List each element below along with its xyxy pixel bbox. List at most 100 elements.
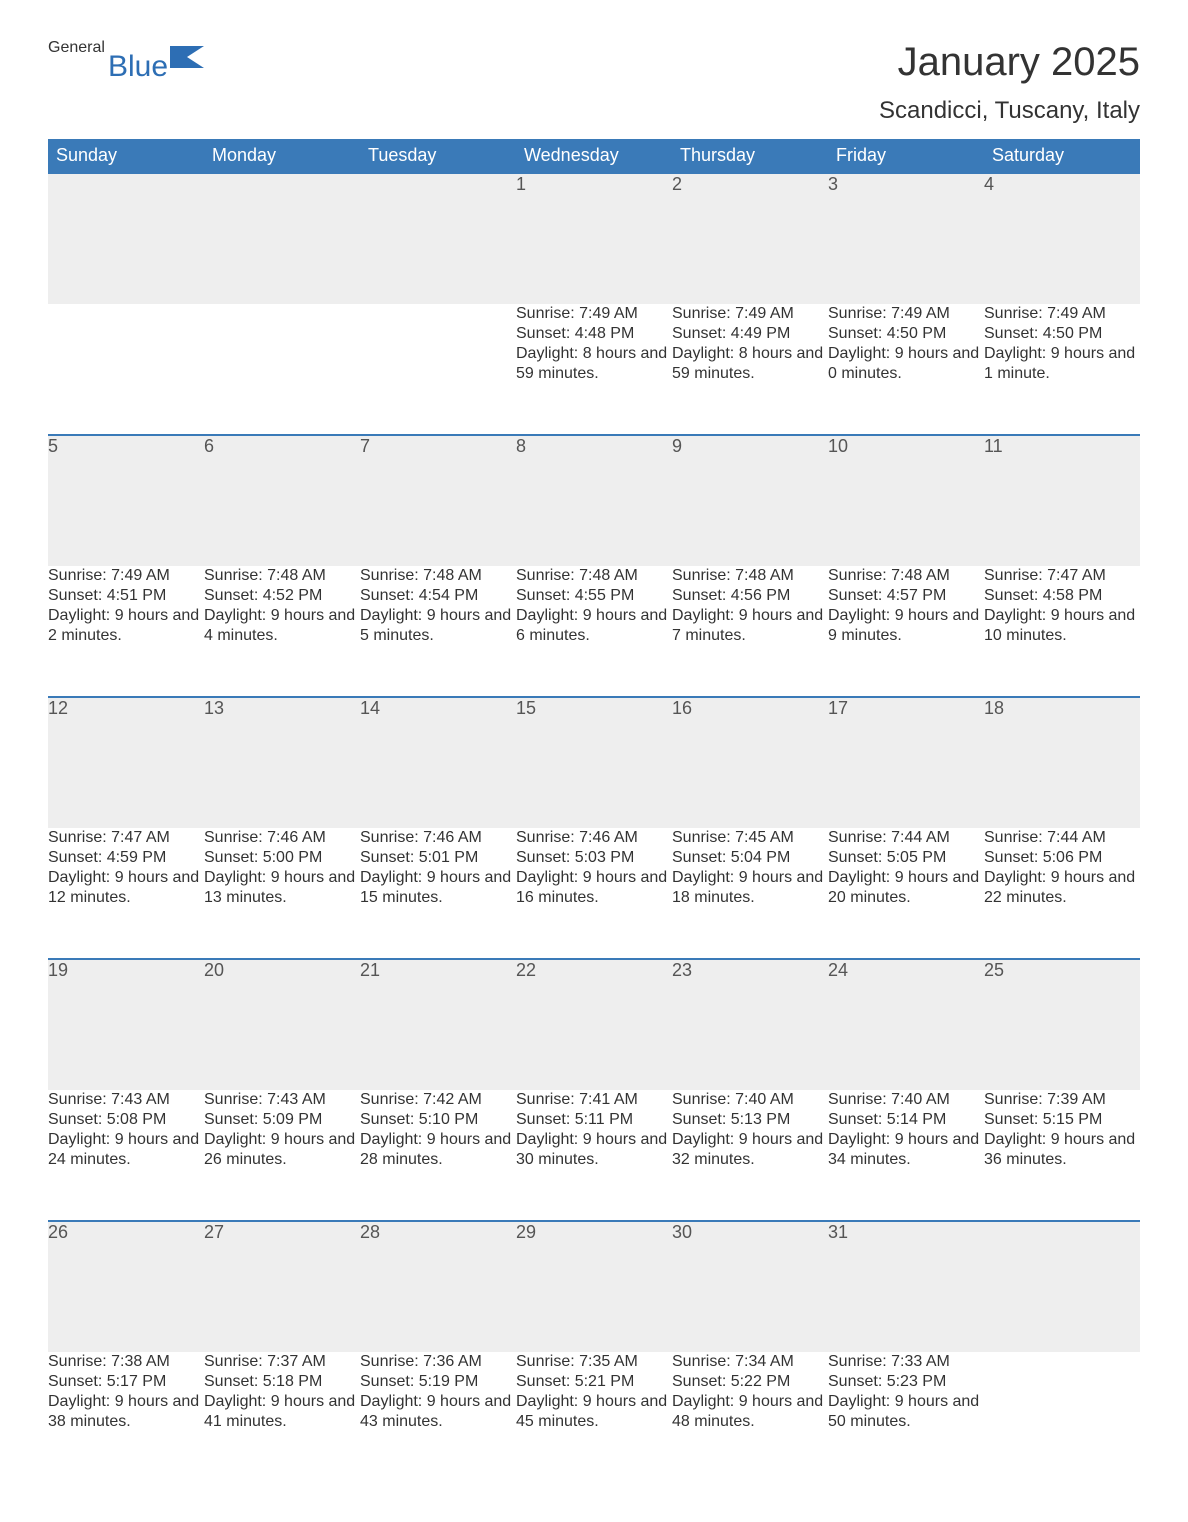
day-cell: Sunrise: 7:47 AMSunset: 4:58 PMDaylight:…	[984, 566, 1140, 697]
day-cell: Sunrise: 7:38 AMSunset: 5:17 PMDaylight:…	[48, 1352, 204, 1482]
logo: General Blue	[48, 40, 204, 82]
day-cell: Sunrise: 7:49 AMSunset: 4:49 PMDaylight:…	[672, 304, 828, 435]
empty-day-cell	[204, 304, 360, 435]
sunset-line: Sunset: 4:50 PM	[828, 324, 984, 344]
day-header: Tuesday	[360, 139, 516, 173]
sunrise-line: Sunrise: 7:48 AM	[516, 566, 672, 586]
sunrise-line: Sunrise: 7:42 AM	[360, 1090, 516, 1110]
day-cell: Sunrise: 7:47 AMSunset: 4:59 PMDaylight:…	[48, 828, 204, 959]
day-number-row: 19202122232425	[48, 959, 1140, 1090]
day-cell: Sunrise: 7:43 AMSunset: 5:09 PMDaylight:…	[204, 1090, 360, 1221]
daylight-line: Daylight: 9 hours and 6 minutes.	[516, 606, 672, 646]
sunrise-line: Sunrise: 7:46 AM	[204, 828, 360, 848]
day-number: 20	[204, 959, 360, 1090]
sunrise-line: Sunrise: 7:40 AM	[828, 1090, 984, 1110]
sunset-line: Sunset: 5:00 PM	[204, 848, 360, 868]
sunrise-line: Sunrise: 7:44 AM	[828, 828, 984, 848]
daylight-line: Daylight: 9 hours and 45 minutes.	[516, 1392, 672, 1432]
day-cell: Sunrise: 7:48 AMSunset: 4:54 PMDaylight:…	[360, 566, 516, 697]
daylight-line: Daylight: 9 hours and 34 minutes.	[828, 1130, 984, 1170]
sunrise-line: Sunrise: 7:46 AM	[516, 828, 672, 848]
daylight-line: Daylight: 9 hours and 4 minutes.	[204, 606, 360, 646]
sunset-line: Sunset: 5:11 PM	[516, 1110, 672, 1130]
sunrise-line: Sunrise: 7:36 AM	[360, 1352, 516, 1372]
flag-icon	[170, 46, 204, 68]
day-cell: Sunrise: 7:49 AMSunset: 4:51 PMDaylight:…	[48, 566, 204, 697]
daylight-line: Daylight: 9 hours and 26 minutes.	[204, 1130, 360, 1170]
day-header: Saturday	[984, 139, 1140, 173]
daylight-line: Daylight: 9 hours and 30 minutes.	[516, 1130, 672, 1170]
day-number-row: 567891011	[48, 435, 1140, 566]
sunset-line: Sunset: 5:04 PM	[672, 848, 828, 868]
day-number: 18	[984, 697, 1140, 828]
empty-day-cell	[48, 304, 204, 435]
sunrise-line: Sunrise: 7:49 AM	[516, 304, 672, 324]
daylight-line: Daylight: 9 hours and 12 minutes.	[48, 868, 204, 908]
daylight-line: Daylight: 9 hours and 36 minutes.	[984, 1130, 1140, 1170]
day-content-row: Sunrise: 7:38 AMSunset: 5:17 PMDaylight:…	[48, 1352, 1140, 1482]
day-cell: Sunrise: 7:42 AMSunset: 5:10 PMDaylight:…	[360, 1090, 516, 1221]
sunrise-line: Sunrise: 7:49 AM	[984, 304, 1140, 324]
day-cell: Sunrise: 7:49 AMSunset: 4:50 PMDaylight:…	[984, 304, 1140, 435]
daylight-line: Daylight: 9 hours and 41 minutes.	[204, 1392, 360, 1432]
sunset-line: Sunset: 5:23 PM	[828, 1372, 984, 1392]
sunrise-line: Sunrise: 7:47 AM	[984, 566, 1140, 586]
sunrise-line: Sunrise: 7:38 AM	[48, 1352, 204, 1372]
sunset-line: Sunset: 4:55 PM	[516, 586, 672, 606]
sunrise-line: Sunrise: 7:43 AM	[204, 1090, 360, 1110]
empty-day-cell	[984, 1352, 1140, 1482]
sunset-line: Sunset: 5:09 PM	[204, 1110, 360, 1130]
day-cell: Sunrise: 7:48 AMSunset: 4:55 PMDaylight:…	[516, 566, 672, 697]
sunrise-line: Sunrise: 7:35 AM	[516, 1352, 672, 1372]
daylight-line: Daylight: 9 hours and 22 minutes.	[984, 868, 1140, 908]
day-header: Friday	[828, 139, 984, 173]
day-number: 13	[204, 697, 360, 828]
month-title: January 2025	[879, 40, 1140, 85]
sunset-line: Sunset: 5:22 PM	[672, 1372, 828, 1392]
daylight-line: Daylight: 9 hours and 50 minutes.	[828, 1392, 984, 1432]
sunset-line: Sunset: 5:17 PM	[48, 1372, 204, 1392]
sunrise-line: Sunrise: 7:33 AM	[828, 1352, 984, 1372]
day-content-row: Sunrise: 7:43 AMSunset: 5:08 PMDaylight:…	[48, 1090, 1140, 1221]
logo-text: General Blue	[48, 40, 168, 82]
sunrise-line: Sunrise: 7:45 AM	[672, 828, 828, 848]
day-number: 5	[48, 435, 204, 566]
sunrise-line: Sunrise: 7:47 AM	[48, 828, 204, 848]
day-cell: Sunrise: 7:46 AMSunset: 5:01 PMDaylight:…	[360, 828, 516, 959]
calendar-table: SundayMondayTuesdayWednesdayThursdayFrid…	[48, 139, 1140, 1482]
daylight-line: Daylight: 9 hours and 20 minutes.	[828, 868, 984, 908]
empty-day-number	[984, 1221, 1140, 1352]
sunrise-line: Sunrise: 7:48 AM	[828, 566, 984, 586]
daylight-line: Daylight: 9 hours and 32 minutes.	[672, 1130, 828, 1170]
day-cell: Sunrise: 7:49 AMSunset: 4:50 PMDaylight:…	[828, 304, 984, 435]
day-number: 28	[360, 1221, 516, 1352]
day-number: 3	[828, 173, 984, 304]
sunset-line: Sunset: 5:15 PM	[984, 1110, 1140, 1130]
sunset-line: Sunset: 4:58 PM	[984, 586, 1140, 606]
day-number: 11	[984, 435, 1140, 566]
day-number: 8	[516, 435, 672, 566]
sunset-line: Sunset: 4:52 PM	[204, 586, 360, 606]
day-number: 10	[828, 435, 984, 566]
sunset-line: Sunset: 4:50 PM	[984, 324, 1140, 344]
location: Scandicci, Tuscany, Italy	[879, 97, 1140, 125]
day-cell: Sunrise: 7:49 AMSunset: 4:48 PMDaylight:…	[516, 304, 672, 435]
day-number: 17	[828, 697, 984, 828]
day-number: 15	[516, 697, 672, 828]
daylight-line: Daylight: 9 hours and 16 minutes.	[516, 868, 672, 908]
daylight-line: Daylight: 9 hours and 10 minutes.	[984, 606, 1140, 646]
day-cell: Sunrise: 7:45 AMSunset: 5:04 PMDaylight:…	[672, 828, 828, 959]
sunset-line: Sunset: 4:56 PM	[672, 586, 828, 606]
day-cell: Sunrise: 7:36 AMSunset: 5:19 PMDaylight:…	[360, 1352, 516, 1482]
day-number: 30	[672, 1221, 828, 1352]
sunset-line: Sunset: 4:48 PM	[516, 324, 672, 344]
sunset-line: Sunset: 5:03 PM	[516, 848, 672, 868]
day-number-row: 12131415161718	[48, 697, 1140, 828]
day-cell: Sunrise: 7:34 AMSunset: 5:22 PMDaylight:…	[672, 1352, 828, 1482]
day-cell: Sunrise: 7:40 AMSunset: 5:13 PMDaylight:…	[672, 1090, 828, 1221]
day-cell: Sunrise: 7:35 AMSunset: 5:21 PMDaylight:…	[516, 1352, 672, 1482]
daylight-line: Daylight: 9 hours and 13 minutes.	[204, 868, 360, 908]
day-number: 21	[360, 959, 516, 1090]
daylight-line: Daylight: 9 hours and 0 minutes.	[828, 344, 984, 384]
sunset-line: Sunset: 5:13 PM	[672, 1110, 828, 1130]
